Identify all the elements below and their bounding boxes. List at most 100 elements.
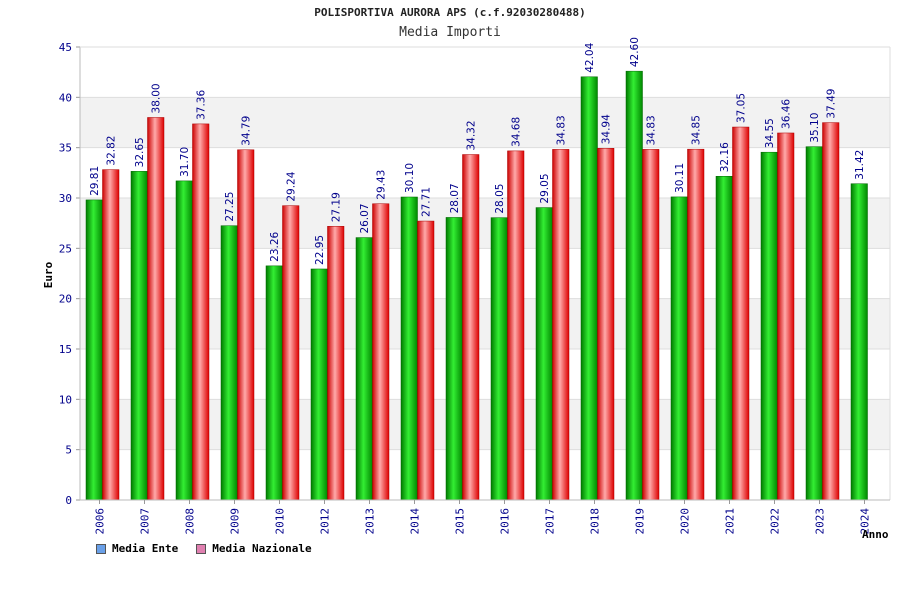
y-tick-label: 40 bbox=[59, 91, 72, 104]
bar-media-ente bbox=[130, 171, 148, 501]
x-tick-label: 2015 bbox=[454, 508, 467, 535]
chart-subtitle: Media Importi bbox=[399, 25, 501, 40]
grid-band bbox=[80, 449, 890, 500]
data-label: 42.04 bbox=[584, 42, 596, 72]
bar-media-ente bbox=[625, 70, 643, 501]
x-tick-label: 2010 bbox=[274, 508, 287, 535]
data-label: 27.25 bbox=[224, 192, 236, 222]
bar-media-ente bbox=[580, 76, 598, 501]
data-label: 34.68 bbox=[511, 117, 523, 147]
bar-media-ente bbox=[175, 180, 193, 501]
y-tick-label: 5 bbox=[65, 444, 72, 457]
grid-band bbox=[80, 399, 890, 450]
bar-media-nazionale bbox=[777, 132, 795, 501]
data-label: 34.85 bbox=[691, 115, 703, 145]
data-label: 32.82 bbox=[106, 136, 118, 166]
x-tick-label: 2018 bbox=[589, 508, 602, 535]
grid-band bbox=[80, 47, 890, 98]
chart-legend: Media Ente Media Nazionale bbox=[96, 542, 312, 555]
bar-media-nazionale bbox=[642, 149, 660, 501]
x-tick-label: 2016 bbox=[499, 508, 512, 535]
x-tick-label: 2019 bbox=[634, 508, 647, 535]
legend-label-media-ente: Media Ente bbox=[112, 542, 179, 555]
data-label: 22.95 bbox=[314, 235, 326, 265]
legend-swatch-media-ente bbox=[96, 543, 106, 554]
y-tick-label: 10 bbox=[59, 393, 72, 406]
x-tick-label: 2021 bbox=[724, 508, 737, 535]
data-label: 31.42 bbox=[854, 150, 866, 180]
x-tick-label: 2017 bbox=[544, 508, 557, 535]
bar-media-nazionale bbox=[102, 169, 120, 501]
legend-item-media-nazionale: Media Nazionale bbox=[196, 542, 312, 555]
bar-media-nazionale bbox=[822, 122, 840, 501]
x-tick-label: 2006 bbox=[94, 508, 107, 535]
data-label: 34.83 bbox=[556, 115, 568, 145]
data-label: 30.10 bbox=[404, 163, 416, 193]
data-label: 37.05 bbox=[736, 93, 748, 123]
y-tick-label: 25 bbox=[59, 242, 72, 255]
data-label: 28.05 bbox=[494, 184, 506, 214]
bar-media-ente bbox=[445, 217, 463, 501]
data-label: 32.65 bbox=[134, 137, 146, 167]
data-label: 29.05 bbox=[539, 174, 551, 204]
x-axis-label: Anno bbox=[862, 528, 889, 541]
data-label: 42.60 bbox=[629, 37, 641, 67]
bar-media-nazionale bbox=[552, 149, 570, 501]
grid-band bbox=[80, 97, 890, 148]
y-tick-label: 20 bbox=[59, 293, 72, 306]
bar-media-ente bbox=[265, 265, 283, 501]
legend-label-media-nazionale: Media Nazionale bbox=[212, 542, 312, 555]
x-tick-label: 2008 bbox=[184, 508, 197, 535]
data-label: 31.70 bbox=[179, 147, 191, 177]
bar-media-ente bbox=[220, 225, 238, 501]
data-label: 34.55 bbox=[764, 118, 776, 148]
data-label: 34.79 bbox=[241, 116, 253, 146]
legend-item-media-ente: Media Ente bbox=[96, 542, 178, 555]
bar-media-nazionale bbox=[237, 149, 255, 501]
bar-media-nazionale bbox=[597, 148, 615, 501]
grid-band bbox=[80, 198, 890, 249]
data-label: 36.46 bbox=[781, 99, 793, 129]
data-label: 34.94 bbox=[601, 114, 613, 144]
y-tick-label: 15 bbox=[59, 343, 72, 356]
data-label: 37.49 bbox=[826, 89, 838, 119]
data-label: 32.16 bbox=[719, 142, 731, 172]
data-label: 29.81 bbox=[89, 166, 101, 196]
data-label: 27.19 bbox=[331, 192, 343, 222]
bar-media-ente bbox=[715, 176, 733, 501]
data-label: 29.43 bbox=[376, 170, 388, 200]
bar-media-nazionale bbox=[192, 123, 210, 501]
data-label: 28.07 bbox=[449, 183, 461, 213]
bar-media-nazionale bbox=[732, 126, 750, 501]
y-tick-label: 0 bbox=[65, 494, 72, 507]
x-tick-label: 2012 bbox=[319, 508, 332, 535]
x-tick-label: 2023 bbox=[814, 508, 827, 535]
bar-media-ente bbox=[805, 146, 823, 501]
x-tick-label: 2013 bbox=[364, 508, 377, 535]
data-label: 34.83 bbox=[646, 115, 658, 145]
x-tick-label: 2020 bbox=[679, 508, 692, 535]
bar-media-nazionale bbox=[462, 154, 480, 501]
bar-media-nazionale bbox=[507, 150, 525, 501]
bar-media-ente bbox=[400, 196, 418, 501]
bar-media-ente bbox=[85, 199, 103, 501]
bar-media-nazionale bbox=[372, 203, 390, 501]
bar-media-ente bbox=[670, 196, 688, 501]
bar-media-nazionale bbox=[327, 226, 345, 501]
bar-media-ente bbox=[535, 207, 553, 501]
y-tick-label: 45 bbox=[59, 41, 72, 54]
data-label: 35.10 bbox=[809, 113, 821, 143]
data-label: 37.36 bbox=[196, 90, 208, 120]
x-tick-label: 2022 bbox=[769, 508, 782, 535]
x-tick-label: 2014 bbox=[409, 508, 422, 535]
y-tick-label: 35 bbox=[59, 142, 72, 155]
bar-media-ente bbox=[310, 268, 328, 501]
y-axis-label: Euro bbox=[42, 261, 55, 288]
legend-swatch-media-nazionale bbox=[196, 543, 207, 554]
grid-band bbox=[80, 248, 890, 299]
data-label: 30.11 bbox=[674, 163, 686, 193]
bar-media-nazionale bbox=[147, 117, 165, 501]
data-label: 26.07 bbox=[359, 203, 371, 233]
data-label: 29.24 bbox=[286, 171, 298, 201]
